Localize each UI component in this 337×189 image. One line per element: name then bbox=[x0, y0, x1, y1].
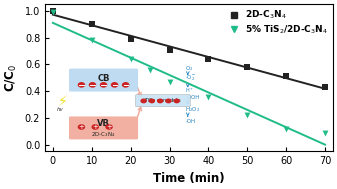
Point bbox=[50, 11, 56, 14]
Point bbox=[245, 114, 250, 117]
Point bbox=[89, 39, 94, 42]
Point bbox=[167, 80, 172, 83]
Point bbox=[323, 86, 328, 89]
Point bbox=[283, 75, 289, 78]
Point bbox=[50, 9, 56, 12]
Point bbox=[206, 95, 211, 98]
Point bbox=[147, 68, 153, 71]
Y-axis label: C/C$_0$: C/C$_0$ bbox=[4, 64, 19, 92]
Point bbox=[89, 23, 94, 26]
Point bbox=[167, 48, 172, 51]
Point bbox=[206, 57, 211, 60]
Legend: 2D-C$_3$N$_4$, 5% TiS$_2$/2D-C$_3$N$_4$: 2D-C$_3$N$_4$, 5% TiS$_2$/2D-C$_3$N$_4$ bbox=[223, 7, 330, 38]
Point bbox=[128, 37, 133, 40]
X-axis label: Time (min): Time (min) bbox=[153, 172, 225, 185]
Point bbox=[128, 57, 133, 60]
Point bbox=[283, 127, 289, 130]
Point bbox=[323, 131, 328, 134]
Point bbox=[245, 66, 250, 69]
